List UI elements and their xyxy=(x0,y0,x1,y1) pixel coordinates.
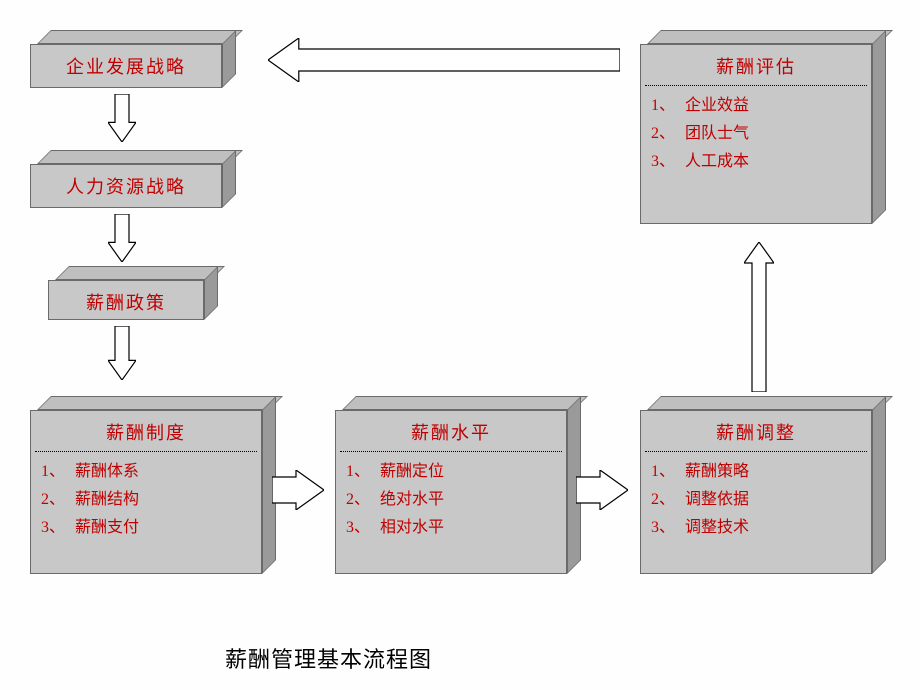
list-number: 1、 xyxy=(41,458,75,486)
list-text: 薪酬结构 xyxy=(75,491,139,508)
list-text: 团队士气 xyxy=(685,125,749,142)
box-list-item: 3、调整技术 xyxy=(651,514,861,542)
arrow-down-icon xyxy=(108,94,136,142)
box-title: 薪酬政策 xyxy=(49,281,203,315)
box-top-face xyxy=(37,30,243,44)
box-title: 企业发展战略 xyxy=(31,45,221,79)
box-divider xyxy=(645,451,867,452)
box-top-face xyxy=(342,396,588,410)
list-number: 1、 xyxy=(346,458,380,486)
arrow-down-icon xyxy=(108,214,136,262)
arrow-up-icon xyxy=(744,242,774,392)
arrow-left-icon xyxy=(268,38,620,82)
box-list-item: 3、人工成本 xyxy=(651,148,861,176)
box-list-item: 2、绝对水平 xyxy=(346,486,556,514)
list-text: 人工成本 xyxy=(685,153,749,170)
list-number: 3、 xyxy=(346,514,380,542)
box-top-face xyxy=(647,396,893,410)
box-front-face: 薪酬制度1、薪酬体系2、薪酬结构3、薪酬支付 xyxy=(30,410,262,574)
box-list: 1、薪酬定位2、绝对水平3、相对水平 xyxy=(336,456,566,548)
box-title: 薪酬评估 xyxy=(641,45,871,79)
box-list-item: 2、调整依据 xyxy=(651,486,861,514)
box-divider xyxy=(340,451,562,452)
box-top-face xyxy=(55,266,225,280)
box-front-face: 人力资源战略 xyxy=(30,164,222,208)
list-number: 2、 xyxy=(651,486,685,514)
box-list: 1、企业效益2、团队士气3、人工成本 xyxy=(641,90,871,182)
box-list-item: 2、薪酬结构 xyxy=(41,486,251,514)
list-text: 相对水平 xyxy=(380,519,444,536)
list-text: 调整依据 xyxy=(685,491,749,508)
list-text: 企业效益 xyxy=(685,97,749,114)
box-top-face xyxy=(647,30,893,44)
box-b1: 企业发展战略 xyxy=(30,44,222,88)
box-b4: 薪酬制度1、薪酬体系2、薪酬结构3、薪酬支付 xyxy=(30,410,262,574)
list-text: 调整技术 xyxy=(685,519,749,536)
box-front-face: 企业发展战略 xyxy=(30,44,222,88)
list-text: 薪酬支付 xyxy=(75,519,139,536)
box-divider xyxy=(35,451,257,452)
box-side-face xyxy=(872,396,886,574)
box-list-item: 3、薪酬支付 xyxy=(41,514,251,542)
box-front-face: 薪酬调整1、薪酬策略2、调整依据3、调整技术 xyxy=(640,410,872,574)
box-b6: 薪酬调整1、薪酬策略2、调整依据3、调整技术 xyxy=(640,410,872,574)
box-front-face: 薪酬水平1、薪酬定位2、绝对水平3、相对水平 xyxy=(335,410,567,574)
box-list: 1、薪酬策略2、调整依据3、调整技术 xyxy=(641,456,871,548)
box-b3: 薪酬政策 xyxy=(48,280,204,320)
list-text: 绝对水平 xyxy=(380,491,444,508)
list-number: 3、 xyxy=(651,148,685,176)
box-b2: 人力资源战略 xyxy=(30,164,222,208)
box-title: 薪酬调整 xyxy=(641,411,871,445)
box-list-item: 1、薪酬体系 xyxy=(41,458,251,486)
box-top-face xyxy=(37,150,243,164)
box-top-face xyxy=(37,396,283,410)
box-side-face xyxy=(872,30,886,224)
box-front-face: 薪酬政策 xyxy=(48,280,204,320)
box-list-item: 1、薪酬定位 xyxy=(346,458,556,486)
arrow-down-icon xyxy=(108,326,136,380)
box-b5: 薪酬水平1、薪酬定位2、绝对水平3、相对水平 xyxy=(335,410,567,574)
list-number: 3、 xyxy=(651,514,685,542)
arrow-right-icon xyxy=(576,470,628,510)
box-list-item: 2、团队士气 xyxy=(651,120,861,148)
box-list-item: 3、相对水平 xyxy=(346,514,556,542)
list-text: 薪酬策略 xyxy=(685,463,749,480)
box-front-face: 薪酬评估1、企业效益2、团队士气3、人工成本 xyxy=(640,44,872,224)
diagram-caption: 薪酬管理基本流程图 xyxy=(225,642,432,674)
box-divider xyxy=(645,85,867,86)
box-title: 薪酬水平 xyxy=(336,411,566,445)
arrow-right-icon xyxy=(272,470,324,510)
box-list: 1、薪酬体系2、薪酬结构3、薪酬支付 xyxy=(31,456,261,548)
box-list-item: 1、薪酬策略 xyxy=(651,458,861,486)
list-text: 薪酬定位 xyxy=(380,463,444,480)
list-number: 3、 xyxy=(41,514,75,542)
box-title: 人力资源战略 xyxy=(31,165,221,199)
list-number: 1、 xyxy=(651,92,685,120)
list-number: 2、 xyxy=(41,486,75,514)
box-b7: 薪酬评估1、企业效益2、团队士气3、人工成本 xyxy=(640,44,872,224)
box-title: 薪酬制度 xyxy=(31,411,261,445)
list-number: 1、 xyxy=(651,458,685,486)
list-number: 2、 xyxy=(346,486,380,514)
list-text: 薪酬体系 xyxy=(75,463,139,480)
box-list-item: 1、企业效益 xyxy=(651,92,861,120)
list-number: 2、 xyxy=(651,120,685,148)
